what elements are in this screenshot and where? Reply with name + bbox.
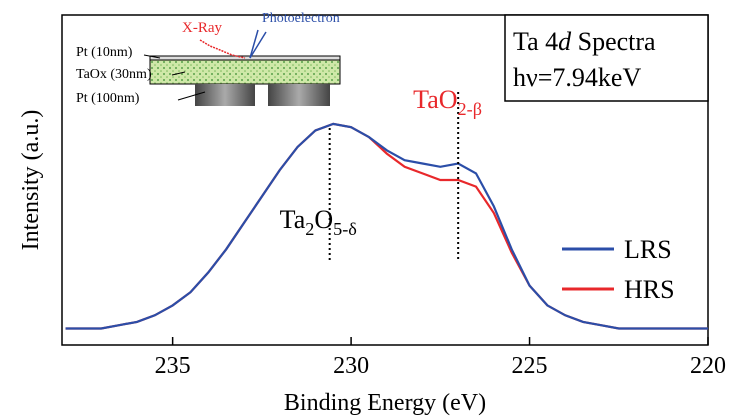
text-segment: 5-δ [333, 219, 357, 239]
pt-electrode [195, 84, 255, 106]
photoelectron-arrow [249, 29, 259, 59]
text-segment: d [558, 27, 572, 56]
text-segment: 2 [305, 219, 314, 239]
leader [171, 71, 186, 76]
taox-layer [149, 59, 341, 85]
x-tick-label: 220 [690, 353, 726, 379]
x-tick-label: 235 [155, 353, 191, 379]
x-tick-label: 230 [333, 353, 369, 379]
leader [177, 91, 206, 101]
series-line [65, 122, 708, 330]
layer-label: Pt (100nm) [76, 91, 140, 106]
xray-beam [199, 39, 246, 59]
text-segment: hν=7.94keV [513, 63, 641, 92]
inset: X-Ray Photoelectron Pt (10nm) TaOx (30nm… [76, 11, 341, 106]
text-segment: TaO [413, 85, 457, 114]
info-text: hν=7.94keV [513, 63, 641, 92]
legend-label: LRS [624, 235, 672, 264]
photoelectron-label: Photoelectron [262, 11, 340, 26]
annotation-label: TaO2-β [413, 85, 482, 119]
text-segment: O [314, 205, 333, 234]
legend-label: HRS [624, 275, 675, 304]
y-axis-label: Intensity (a.u.) [18, 110, 44, 251]
info-text: Ta 4d Spectra [513, 27, 656, 56]
series-line [65, 122, 708, 330]
text-segment: Ta [280, 205, 306, 234]
photoelectron-arrow [249, 31, 267, 59]
text-segment: 2-β [458, 99, 482, 119]
leader [143, 54, 161, 59]
annotation-label: Ta2O5-δ [280, 205, 357, 239]
x-axis-label: Binding Energy (eV) [284, 390, 486, 416]
info-box [504, 14, 709, 102]
layer-label: Pt (10nm) [76, 45, 133, 60]
xray-label: X-Ray [182, 20, 222, 36]
x-tick-label: 225 [512, 353, 548, 379]
text-segment: Spectra [571, 27, 656, 56]
plot-frame [61, 14, 709, 346]
layer-label: TaOx (30nm) [76, 67, 152, 82]
text-segment: Ta 4 [513, 27, 558, 56]
pt-electrode [268, 84, 330, 106]
